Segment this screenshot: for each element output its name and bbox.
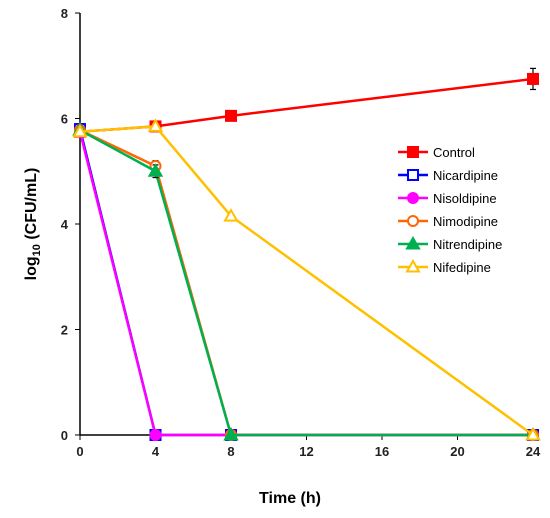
series-nifedipine — [72, 118, 541, 441]
data-point — [525, 426, 541, 441]
series-line — [79, 129, 533, 437]
x-tick-label: 12 — [299, 444, 313, 459]
data-point — [72, 123, 88, 138]
x-tick-label: 4 — [152, 444, 160, 459]
legend-swatch-marker — [407, 192, 419, 204]
legend-swatch-marker — [405, 258, 421, 273]
data-point — [223, 426, 239, 441]
x-tick-label: 0 — [76, 444, 83, 459]
legend-swatch-marker — [407, 169, 419, 181]
data-point — [147, 118, 164, 132]
data-point — [149, 429, 162, 441]
legend-entry: Nisoldipine — [398, 191, 497, 206]
legend-entry: Nifedipine — [398, 258, 491, 275]
x-tick-label: 16 — [375, 444, 389, 459]
legend-swatch-marker — [407, 146, 419, 158]
legend-label: Nimodipine — [433, 214, 498, 229]
legend-label: Nisoldipine — [433, 191, 497, 206]
x-tick-label: 8 — [227, 444, 234, 459]
x-tick-label: 20 — [450, 444, 464, 459]
x-axis-title: Time (h) — [259, 490, 321, 507]
series-line — [79, 77, 534, 133]
legend-swatch-marker — [405, 235, 421, 250]
legend-label: Nicardipine — [433, 168, 498, 183]
y-axis-title-rest: (CFU/mL) — [23, 168, 40, 244]
series-line — [79, 125, 534, 437]
data-point — [223, 208, 239, 222]
data-point — [147, 163, 164, 177]
y-tick-label: 0 — [61, 428, 68, 443]
legend-entry: Nitrendipine — [398, 235, 502, 252]
legend-swatch-marker — [407, 215, 419, 227]
chart-legend: Control Nicardipine Nisoldipine Nimodipine N… — [398, 145, 502, 275]
y-tick-label: 4 — [61, 217, 69, 232]
y-axis-title-main: log — [23, 256, 40, 280]
y-tick-label: 6 — [61, 112, 68, 127]
y-axis-title: log10 (CFU/mL) — [23, 168, 43, 281]
legend-label: Nifedipine — [433, 260, 491, 275]
legend-entry: Nimodipine — [398, 214, 498, 229]
data-point — [225, 109, 237, 122]
x-tick-label: 24 — [526, 444, 541, 459]
data-point — [527, 72, 539, 85]
legend-label: Control — [433, 145, 475, 160]
legend-label: Nitrendipine — [433, 237, 502, 252]
legend-entry: Control — [398, 145, 475, 160]
legend-entry: Nicardipine — [398, 168, 498, 183]
plot-area — [72, 67, 541, 441]
y-axis-title-subscript: 10 — [31, 244, 43, 256]
y-tick-label: 2 — [61, 323, 68, 338]
y-tick-label: 8 — [61, 6, 68, 21]
